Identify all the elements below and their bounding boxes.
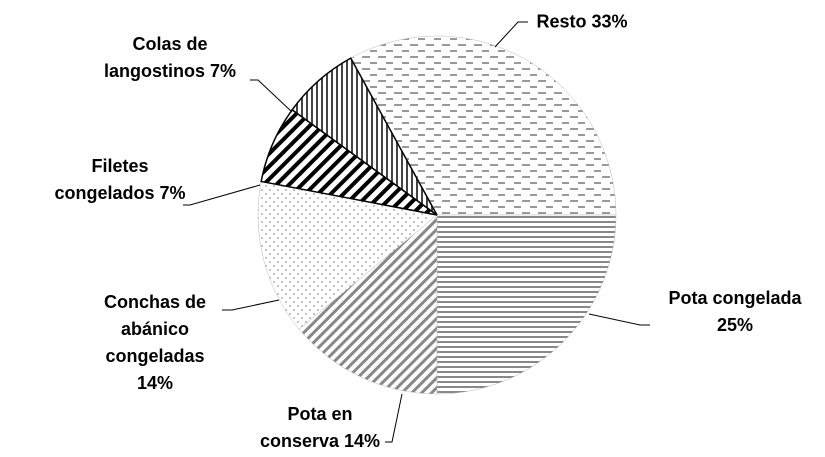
pie-slice xyxy=(350,35,617,216)
leader-line xyxy=(385,393,403,443)
category-name: Pota congelada xyxy=(668,288,802,308)
leader-line xyxy=(494,21,528,48)
pie-slice xyxy=(436,214,617,395)
leader-line xyxy=(222,299,280,311)
value-label: 33% xyxy=(591,11,628,32)
value-label: 14% xyxy=(344,431,381,451)
value-label: 25% xyxy=(716,315,754,335)
value-label: 7% xyxy=(210,61,237,81)
slice-label: Filetes congelados 7% xyxy=(50,153,190,207)
category-name: Resto xyxy=(536,11,587,32)
pie-slice xyxy=(291,57,438,216)
leader-line xyxy=(588,313,650,326)
value-label: 14% xyxy=(136,373,174,393)
category-name: Pota en conserva xyxy=(259,404,353,451)
slice-label: Pota en conserva 14% xyxy=(255,401,385,455)
slice-label: Conchas de abánico congeladas 14% xyxy=(98,289,213,397)
slice-label: Colas de langostinos 7% xyxy=(95,31,245,85)
leader-line xyxy=(183,184,261,206)
pie-slice xyxy=(257,181,438,330)
slice-label: Pota congelada 25% xyxy=(660,285,810,339)
category-name: Conchas de abánico congeladas xyxy=(103,292,207,366)
category-name: Colas de langostinos xyxy=(103,34,208,81)
pie-slice xyxy=(298,214,438,395)
category-name: Filetes congelados xyxy=(54,156,155,203)
leader-line xyxy=(250,79,293,113)
value-label: 7% xyxy=(159,183,186,203)
slice-label: Resto 33% xyxy=(536,9,627,36)
